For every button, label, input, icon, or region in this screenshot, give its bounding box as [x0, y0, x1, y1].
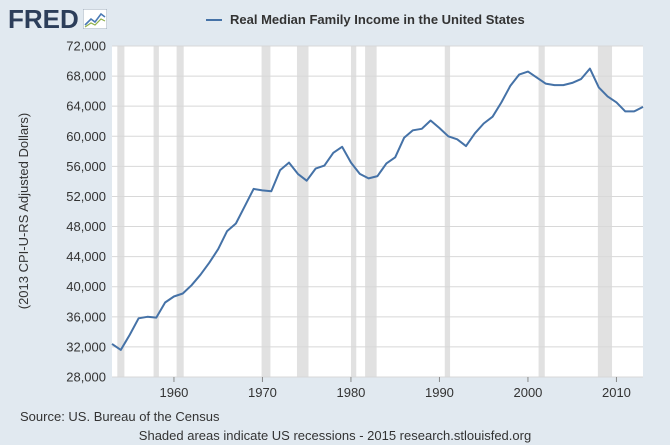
series-line: [111, 67, 644, 351]
legend-label: Real Median Family Income in the United …: [230, 12, 525, 27]
x-tick-label: 1960: [159, 385, 188, 400]
y-tick-label: 40,000: [66, 279, 106, 294]
y-axis-ticks: 28,000 32,000 36,000 40,000 44,000 48,000 52,0…: [66, 39, 106, 385]
y-tick-label: 36,000: [66, 309, 106, 324]
recession-band: [261, 46, 271, 377]
legend-swatch: [206, 18, 222, 21]
recession-band: [153, 46, 159, 377]
y-tick-label: 72,000: [66, 39, 106, 54]
recession-band: [296, 46, 309, 377]
fred-logo[interactable]: FRED: [8, 4, 107, 34]
y-tick-label: 44,000: [66, 249, 106, 264]
y-tick-label: 68,000: [66, 69, 106, 84]
y-axis-label: (2013 CPI-U-RS Adjusted Dollars): [16, 113, 31, 310]
recession-band: [597, 46, 613, 377]
x-tick-label: 2010: [602, 385, 631, 400]
grid-lines: [112, 45, 643, 378]
y-tick-label: 32,000: [66, 339, 106, 354]
recession-note: Shaded areas indicate US recessions - 20…: [138, 428, 532, 443]
recession-band: [350, 46, 357, 377]
x-axis-ticks: 1960 1970 1980 1990 2000 2010: [159, 377, 631, 400]
recession-band: [444, 46, 451, 377]
y-tick-label: 56,000: [66, 159, 106, 174]
recession-band: [365, 46, 377, 377]
y-tick-label: 52,000: [66, 189, 106, 204]
recession-band: [538, 46, 545, 377]
chart-legend: Real Median Family Income in the United …: [206, 12, 525, 27]
recession-band: [176, 46, 184, 377]
logo-text: FRED: [8, 4, 79, 34]
y-tick-label: 48,000: [66, 219, 106, 234]
y-tick-label: 64,000: [66, 99, 106, 114]
y-tick-label: 28,000: [66, 370, 106, 385]
x-tick-label: 1990: [425, 385, 454, 400]
recession-band: [117, 46, 125, 377]
fred-chart-icon: [82, 9, 107, 29]
x-tick-label: 2000: [513, 385, 542, 400]
y-tick-label: 60,000: [66, 129, 106, 144]
source-note: Source: US. Bureau of the Census: [20, 409, 220, 424]
recession-bands: [117, 46, 613, 377]
x-tick-label: 1980: [336, 385, 365, 400]
x-tick-label: 1970: [248, 385, 277, 400]
plot-area: [112, 46, 643, 377]
